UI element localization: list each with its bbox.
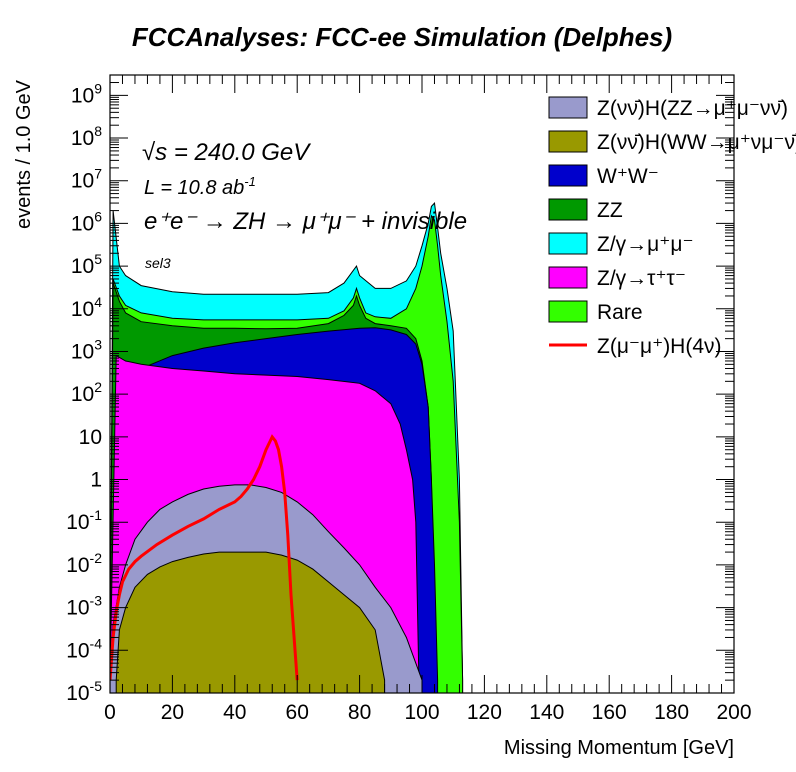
- chart-title: FCCAnalyses: FCC-ee Simulation (Delphes): [132, 22, 672, 52]
- y-tick-label: 10: [79, 426, 102, 449]
- y-tick-label: 105: [71, 251, 102, 278]
- legend-swatch: [548, 198, 588, 221]
- x-tick-label: 100: [404, 701, 439, 724]
- y-tick-label: 10-3: [66, 593, 102, 620]
- y-tick-label: 107: [71, 166, 102, 193]
- x-tick-label: 60: [286, 701, 309, 724]
- y-tick-label: 1: [90, 469, 102, 492]
- y-tick-label: 108: [71, 123, 102, 150]
- y-tick-label: 104: [71, 294, 102, 321]
- x-tick-label: 40: [223, 701, 246, 724]
- sqrts-label: √s = 240.0 GeV: [142, 139, 311, 166]
- y-tick-label: 109: [71, 80, 102, 107]
- legend-entry: Z/γ→τ⁺τ⁻: [597, 267, 686, 290]
- legend-entry: Z/γ→μ⁺μ⁻: [597, 233, 694, 256]
- y-tick-label: 10-4: [66, 635, 102, 662]
- x-axis-title: Missing Momentum [GeV]: [504, 737, 734, 759]
- x-tick-label: 140: [529, 701, 564, 724]
- lumi-exponent: -1: [244, 174, 256, 189]
- y-axis-title: events / 1.0 GeV: [13, 79, 35, 229]
- legend-entry: Z(μ⁻μ⁺)H(4ν): [597, 335, 722, 358]
- legend-swatch: [548, 164, 588, 187]
- process-label: e⁺e⁻ → ZH → μ⁺μ⁻ + invisible: [144, 208, 467, 235]
- x-tick-label: 20: [161, 701, 184, 724]
- x-tick-label: 80: [348, 701, 371, 724]
- legend-entry: Z(νν̄)H(ZZ→μ⁺μ⁻νν̄): [597, 97, 788, 120]
- y-tick-label: 10-5: [66, 678, 102, 705]
- x-tick-label: 120: [467, 701, 502, 724]
- legend-swatch: [548, 300, 588, 323]
- legend-entry: ZZ: [597, 199, 623, 222]
- series-7-line: [110, 434, 299, 681]
- selection-label: sel3: [145, 255, 171, 271]
- legend-swatch: [548, 96, 588, 119]
- legend-swatch: [548, 266, 588, 289]
- legend: Z(νν̄)H(ZZ→μ⁺μ⁻νν̄) Z(νν̄)H(WW→μ⁺νμ⁻ν̄) W⁺…: [548, 96, 796, 358]
- x-tick-label: 160: [592, 701, 627, 724]
- series-layer: [110, 201, 464, 693]
- y-tick-label: 106: [71, 208, 102, 235]
- legend-entry: W⁺W⁻: [597, 165, 659, 188]
- y-axis: 10910810710610510410310210110-110-210-31…: [66, 74, 734, 705]
- legend-swatch: [548, 232, 588, 255]
- lumi-label: L = 10.8 ab-1: [144, 174, 256, 199]
- legend-swatch: [548, 130, 588, 153]
- lumi-value: L = 10.8 ab: [144, 177, 244, 199]
- legend-entry: Z(νν̄)H(WW→μ⁺νμ⁻ν̄): [597, 131, 796, 154]
- y-tick-label: 10-1: [66, 507, 102, 534]
- x-axis: 0 20 40 60 80 100 120 140 160 180 200: [104, 75, 752, 724]
- annotations: √s = 240.0 GeV L = 10.8 ab-1 e⁺e⁻ → ZH →…: [142, 139, 467, 271]
- series-1-area: [115, 551, 386, 693]
- y-tick-label: 10-2: [66, 550, 102, 577]
- y-tick-label: 103: [71, 336, 102, 363]
- legend-entry: Rare: [597, 301, 643, 324]
- y-tick-label: 102: [71, 379, 102, 406]
- x-tick-label: 0: [104, 701, 116, 724]
- x-tick-label: 180: [654, 701, 689, 724]
- x-tick-label: 200: [716, 701, 751, 724]
